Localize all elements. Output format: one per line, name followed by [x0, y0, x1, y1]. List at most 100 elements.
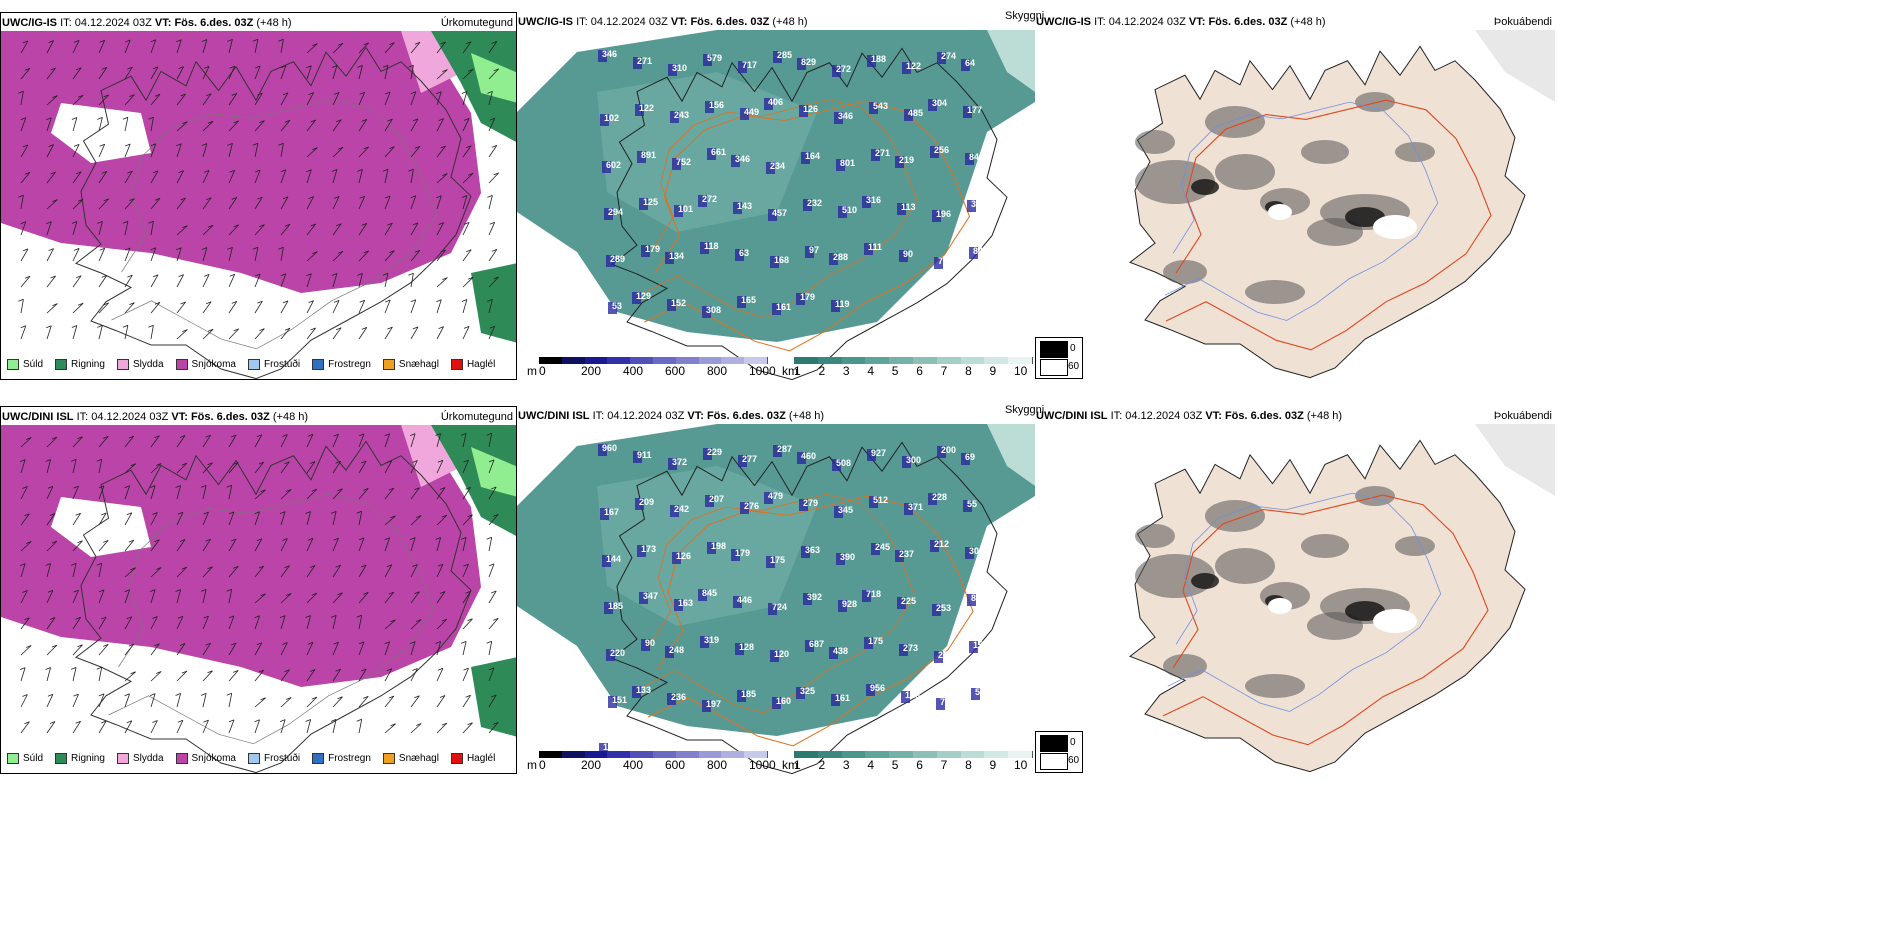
vis-point-label: 300 — [906, 455, 921, 465]
wind-barb — [436, 145, 446, 158]
vis-point: 175 — [766, 555, 785, 568]
fog-map — [1035, 424, 1555, 773]
vis-point: 165 — [737, 295, 756, 308]
wind-barb — [462, 118, 470, 132]
fog-blob — [1163, 654, 1207, 678]
vis-point: 126 — [672, 551, 691, 564]
wind-barb — [488, 68, 499, 80]
vis-point-label: 228 — [932, 492, 947, 502]
wind-barb — [45, 459, 51, 474]
vis-point: 160 — [772, 696, 791, 709]
wind-barb — [435, 641, 441, 656]
vis-point: 120 — [770, 649, 789, 662]
wind-barb — [228, 328, 239, 340]
legend-label: Súld — [23, 753, 44, 764]
fog-legend: 0 60 — [1035, 731, 1083, 773]
visibility-m-bar: m 0 200 400 600 800 1000 — [527, 751, 776, 773]
colorbar-segment — [630, 357, 654, 364]
wind-barb — [384, 515, 396, 526]
wind-barb — [436, 667, 444, 682]
vis-point: 188 — [867, 54, 886, 67]
vis-point: 956 — [866, 683, 885, 696]
vis-point: 457 — [768, 208, 787, 221]
vt-label: VT: — [154, 17, 172, 29]
wind-barb — [72, 40, 80, 54]
vis-point-label: 304 — [932, 98, 947, 108]
fog-legend-high-label: 0 — [1070, 343, 1076, 354]
vis-point-label: 272 — [836, 64, 851, 74]
wind-barb — [488, 117, 496, 132]
wind-barb — [228, 615, 235, 630]
wind-barb — [98, 485, 105, 500]
vis-point-label: 306 — [969, 546, 984, 556]
wind-barb — [488, 722, 499, 734]
wind-barb — [228, 93, 238, 106]
wind-barb — [410, 41, 421, 54]
vis-point-label: 460 — [801, 451, 816, 461]
fog-legend-high-swatch — [1040, 735, 1068, 752]
wind-barb — [46, 117, 52, 132]
wind-barb — [202, 642, 211, 656]
vis-point-label: 118 — [704, 241, 719, 251]
vis-point: 661 — [707, 147, 726, 160]
vis-point: 315 — [967, 199, 986, 212]
lead-time: (+48 h) — [1290, 16, 1326, 28]
wind-barb — [280, 196, 289, 210]
vis-point-label: 718 — [866, 589, 881, 599]
colorbar-tick: 800 — [707, 758, 728, 772]
wind-barb — [384, 91, 391, 106]
legend-label: Haglél — [466, 753, 496, 764]
vis-point: 90 — [899, 249, 913, 262]
vis-point-label: 237 — [899, 549, 914, 559]
wind-barb — [280, 669, 290, 682]
rain-area — [431, 425, 516, 536]
wind-barb — [202, 615, 209, 630]
wind-barb — [410, 249, 421, 262]
panel-title: UWC/IG-IS IT: 04.12.2024 03Z VT: Fös. 6.… — [1036, 16, 1326, 28]
model-name: UWC/DINI ISL — [1036, 410, 1108, 422]
colorbar-unit: km — [782, 364, 798, 378]
vis-point-label: 289 — [610, 254, 625, 264]
legend-swatch — [382, 753, 395, 764]
vis-point-label: 175 — [770, 555, 785, 565]
wind-barb — [254, 489, 266, 500]
fog-core — [1191, 573, 1219, 589]
wind-barb — [358, 299, 366, 314]
legend-label: Rigning — [71, 753, 105, 764]
wind-barb — [228, 197, 238, 210]
legend-item: Slydda — [116, 753, 164, 764]
vis-point-label: 243 — [674, 110, 689, 120]
vis-point: 234 — [766, 161, 785, 174]
vis-point-label: 173 — [641, 544, 656, 554]
wind-barb — [306, 537, 314, 552]
vis-point-label: 113 — [901, 202, 916, 212]
wind-barb — [202, 274, 210, 288]
wind-barb — [462, 41, 472, 54]
wind-barb — [358, 250, 369, 262]
fog-blob — [1301, 534, 1349, 558]
wind-barb — [175, 693, 181, 708]
vis-point: 134 — [665, 251, 684, 264]
wind-barb — [176, 66, 184, 80]
wind-barb — [306, 196, 314, 210]
drizzle-area — [471, 447, 516, 497]
wind-barb — [254, 92, 263, 106]
vis-point: 510 — [838, 205, 857, 218]
colorbar-segment — [960, 357, 986, 364]
wind-barb — [487, 195, 493, 210]
wind-barb — [19, 563, 26, 578]
vis-point-label: 153 — [973, 640, 988, 650]
wind-barb — [462, 667, 469, 682]
wind-barb — [226, 588, 233, 604]
vis-point: 316 — [862, 195, 881, 208]
wind-barb — [150, 512, 158, 526]
wind-barb — [20, 541, 32, 552]
fog-blob — [1307, 612, 1363, 640]
wind-barb — [72, 693, 79, 708]
river-network — [1164, 101, 1439, 321]
wind-barb — [150, 93, 161, 106]
wind-barb — [280, 538, 288, 552]
wind-barb — [72, 94, 84, 106]
rain-area-south — [471, 657, 516, 737]
colorbar-segment — [936, 751, 962, 758]
